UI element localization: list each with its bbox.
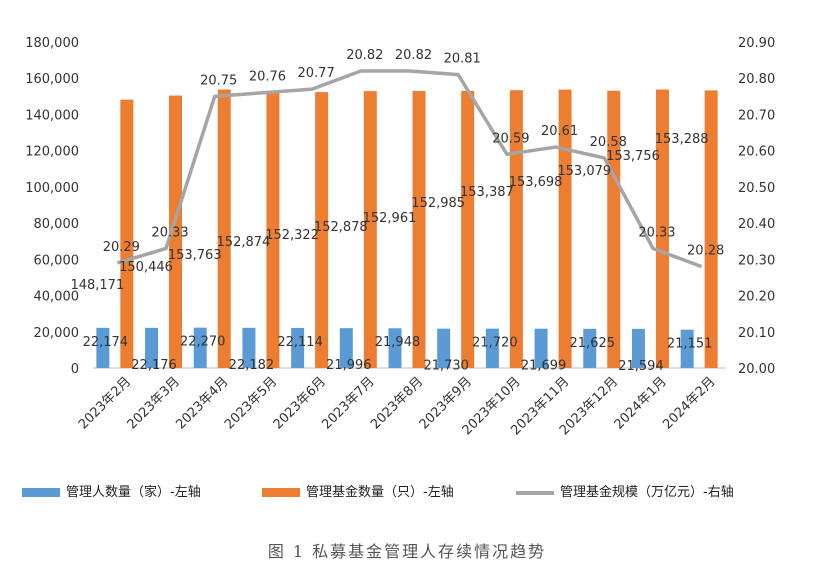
y-left-tick-label: 80,000 bbox=[34, 217, 80, 232]
bar-managers bbox=[242, 327, 256, 368]
data-label-funds: 153,079 bbox=[557, 164, 611, 179]
data-label-funds: 152,322 bbox=[265, 228, 319, 243]
bar-managers bbox=[631, 328, 645, 368]
y-right-tick-label: 20.10 bbox=[738, 326, 775, 341]
data-label-scale: 20.75 bbox=[200, 73, 237, 88]
data-label-scale: 20.58 bbox=[590, 135, 627, 150]
bar-managers bbox=[680, 329, 694, 368]
bar-funds bbox=[655, 89, 669, 369]
x-tick-label: 2024年2月 bbox=[660, 374, 718, 432]
y-left-tick-label: 40,000 bbox=[34, 290, 80, 305]
legend-item-funds: 管理基金数量（只）-左轴 bbox=[262, 482, 454, 504]
data-label-funds: 153,387 bbox=[460, 185, 514, 200]
legend-swatch-scale bbox=[516, 490, 554, 495]
data-label-managers: 22,176 bbox=[131, 358, 177, 373]
bar-managers bbox=[96, 327, 110, 368]
legend-item-scale: 管理基金规模（万亿元）-右轴 bbox=[516, 482, 734, 504]
bar-funds bbox=[120, 99, 134, 368]
data-label-managers: 21,720 bbox=[472, 336, 518, 351]
bar-managers bbox=[485, 328, 499, 368]
data-label-scale: 20.77 bbox=[298, 66, 335, 81]
data-label-funds: 150,446 bbox=[119, 260, 173, 275]
bar-funds bbox=[315, 92, 329, 368]
legend-label-managers: 管理人数量（家）-左轴 bbox=[66, 485, 201, 500]
y-right-tick-label: 20.60 bbox=[738, 145, 775, 160]
data-label-funds: 153,763 bbox=[168, 248, 222, 263]
bar-funds bbox=[509, 90, 523, 368]
bar-managers bbox=[583, 328, 597, 368]
data-label-scale: 20.59 bbox=[492, 131, 529, 146]
y-right-tick-label: 20.30 bbox=[738, 253, 775, 268]
data-label-managers: 21,996 bbox=[326, 358, 372, 373]
y-right-tick-label: 20.90 bbox=[738, 36, 775, 51]
data-label-managers: 22,270 bbox=[180, 335, 226, 350]
bar-funds bbox=[363, 91, 377, 368]
y-left-tick-label: 0 bbox=[71, 362, 79, 377]
bar-managers bbox=[388, 328, 402, 368]
data-label-scale: 20.82 bbox=[395, 48, 432, 63]
data-label-funds: 153,288 bbox=[655, 132, 709, 147]
data-label-scale: 20.28 bbox=[687, 244, 724, 259]
data-label-funds: 148,171 bbox=[70, 278, 124, 293]
chart-canvas: 0 20,000 40,000 60,000 80,000 100,000 120,000 1… bbox=[25, 36, 775, 438]
bar-funds bbox=[607, 90, 621, 368]
data-label-scale: 20.76 bbox=[249, 70, 286, 85]
line-fund-scale bbox=[116, 69, 703, 269]
bar-managers bbox=[339, 328, 353, 368]
legend-label-funds: 管理基金数量（只）-左轴 bbox=[306, 485, 454, 500]
data-label-managers: 22,174 bbox=[83, 335, 129, 350]
y-left-tick-label: 60,000 bbox=[34, 253, 80, 268]
y-left-tick-label: 160,000 bbox=[25, 72, 79, 87]
y-right-tick-label: 20.80 bbox=[738, 72, 775, 87]
y-right-tick-label: 20.70 bbox=[738, 108, 775, 123]
data-label-funds: 152,874 bbox=[217, 235, 271, 250]
bar-funds bbox=[461, 90, 475, 368]
bar-funds bbox=[266, 91, 280, 368]
y-right-tick-label: 20.20 bbox=[738, 290, 775, 305]
data-label-managers: 21,151 bbox=[667, 337, 713, 352]
data-label-scale: 20.33 bbox=[638, 225, 675, 240]
data-label-managers: 22,114 bbox=[277, 335, 323, 350]
legend: 管理人数量（家）-左轴 管理基金数量（只）-左轴 管理基金规模（万亿元）-右轴 bbox=[0, 482, 814, 504]
data-label-scale: 20.33 bbox=[151, 225, 188, 240]
y-left-tick-label: 180,000 bbox=[25, 36, 79, 51]
y-left-tick-label: 100,000 bbox=[25, 181, 79, 196]
bar-managers bbox=[145, 327, 159, 368]
y-right-tick-label: 20.40 bbox=[738, 217, 775, 232]
data-label-scale: 20.82 bbox=[346, 48, 383, 63]
bar-managers bbox=[291, 327, 305, 368]
legend-item-managers: 管理人数量（家）-左轴 bbox=[22, 482, 201, 504]
data-label-funds: 153,698 bbox=[509, 175, 563, 190]
data-label-funds: 152,878 bbox=[314, 220, 368, 235]
figure-caption: 图 1 私募基金管理人存续情况趋势 bbox=[267, 542, 547, 561]
data-label-managers: 21,730 bbox=[423, 359, 469, 374]
legend-swatch-managers bbox=[22, 488, 60, 497]
data-label-scale: 20.81 bbox=[444, 52, 481, 67]
data-label-funds: 153,756 bbox=[606, 149, 660, 164]
data-label-funds: 152,961 bbox=[363, 211, 417, 226]
y-left-tick-label: 140,000 bbox=[25, 108, 79, 123]
bar-funds bbox=[412, 90, 426, 368]
data-label-managers: 21,948 bbox=[375, 335, 421, 350]
data-label-scale: 20.61 bbox=[541, 124, 578, 139]
data-label-managers: 22,182 bbox=[229, 358, 275, 373]
data-label-managers: 21,625 bbox=[570, 336, 616, 351]
data-label-managers: 21,594 bbox=[618, 359, 664, 374]
y-left-tick-label: 20,000 bbox=[34, 326, 80, 341]
bar-managers bbox=[437, 328, 451, 368]
bar-funds bbox=[217, 89, 231, 368]
bar-funds bbox=[558, 89, 572, 369]
y-right-tick-label: 20.50 bbox=[738, 181, 775, 196]
legend-swatch-funds bbox=[262, 488, 300, 497]
data-label-funds: 152,985 bbox=[411, 196, 465, 211]
legend-label-scale: 管理基金规模（万亿元）-右轴 bbox=[560, 485, 734, 500]
data-label-scale: 20.29 bbox=[103, 240, 140, 255]
bar-funds bbox=[704, 90, 718, 368]
y-right-tick-label: 20.00 bbox=[738, 362, 775, 377]
bar-managers bbox=[193, 327, 207, 368]
data-label-managers: 21,699 bbox=[521, 359, 567, 374]
bar-funds bbox=[169, 95, 183, 369]
y-left-tick-label: 120,000 bbox=[25, 145, 79, 160]
bar-managers bbox=[534, 328, 548, 368]
